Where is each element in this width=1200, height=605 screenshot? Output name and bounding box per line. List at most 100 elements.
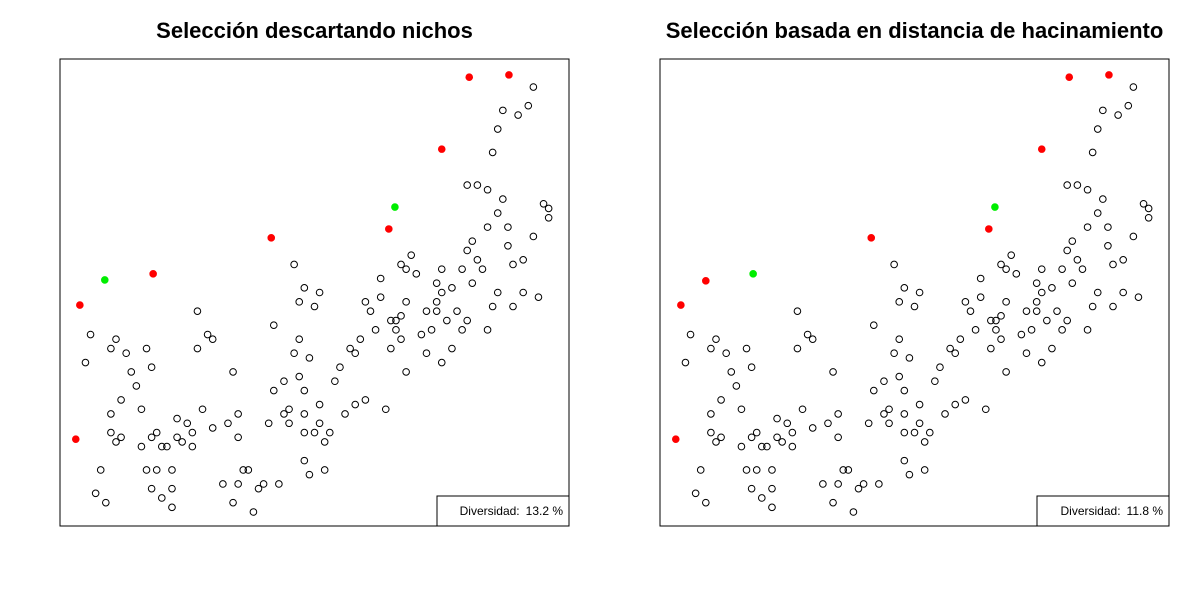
point [819, 480, 827, 488]
point [422, 307, 431, 315]
point [122, 349, 130, 358]
point [142, 466, 151, 474]
point [117, 396, 125, 404]
point [473, 256, 482, 264]
point [732, 382, 741, 390]
annotation-label: Diversidad: [460, 504, 520, 518]
point [1027, 326, 1036, 334]
point [371, 326, 380, 334]
point [376, 274, 385, 283]
point [493, 288, 502, 297]
point [234, 433, 242, 442]
point [961, 396, 970, 404]
point [112, 438, 120, 446]
selected-point [867, 234, 876, 242]
point [824, 419, 832, 428]
point [417, 330, 426, 339]
point [341, 410, 349, 418]
point [208, 424, 217, 432]
point [91, 489, 100, 498]
point [1099, 106, 1107, 115]
point [1017, 330, 1026, 339]
point [504, 242, 512, 250]
point [778, 438, 786, 446]
chart-title: Selección basada en distancia de hacinam… [666, 18, 1164, 43]
point [737, 405, 746, 414]
point [1093, 288, 1102, 297]
point [305, 354, 314, 362]
selected-point [1105, 71, 1113, 79]
point [742, 466, 751, 474]
point [219, 480, 227, 488]
point [346, 344, 354, 353]
point [147, 363, 156, 372]
point [376, 293, 385, 301]
point [264, 419, 273, 428]
point [696, 466, 705, 474]
point [798, 405, 807, 414]
point [356, 335, 365, 344]
selected-point [149, 270, 157, 278]
point [1119, 288, 1127, 297]
point [193, 307, 202, 315]
point [987, 344, 995, 353]
point [453, 307, 461, 315]
point [519, 288, 527, 297]
point [254, 484, 263, 493]
point [747, 363, 756, 372]
point [997, 335, 1005, 344]
point [931, 377, 939, 386]
point [768, 466, 776, 474]
point [320, 438, 329, 446]
panel: Selección descartando nichos 13.2 % Divers… [59, 18, 570, 527]
point [432, 298, 441, 306]
point [1073, 256, 1082, 264]
point [249, 508, 258, 516]
point [168, 466, 176, 474]
point [229, 368, 237, 376]
point [107, 428, 115, 437]
point [483, 326, 492, 334]
point [1078, 265, 1087, 273]
point [361, 396, 370, 404]
point [747, 484, 756, 493]
point [717, 433, 725, 442]
point [102, 498, 110, 507]
point [758, 494, 766, 502]
point [773, 433, 781, 442]
point [142, 344, 151, 353]
point [905, 470, 914, 479]
point [1058, 265, 1066, 273]
selected-point [991, 203, 999, 211]
selected-point [1065, 73, 1074, 82]
point [305, 470, 314, 479]
point [158, 494, 166, 502]
point [956, 335, 965, 344]
point [1109, 260, 1117, 269]
point [173, 433, 181, 442]
point [880, 410, 888, 418]
point [702, 498, 710, 507]
point [1068, 279, 1077, 287]
point [1104, 242, 1112, 250]
point [1032, 307, 1041, 315]
point [519, 256, 527, 264]
selected-point [1037, 145, 1046, 153]
point [529, 232, 538, 241]
point [366, 307, 375, 315]
point [285, 405, 293, 414]
selected-point [100, 276, 109, 284]
selected-point [391, 203, 399, 211]
point [834, 433, 842, 442]
point [483, 223, 492, 231]
point [1124, 101, 1133, 110]
point [351, 349, 360, 358]
point [1144, 213, 1153, 222]
point [1129, 232, 1138, 241]
point [915, 288, 924, 297]
point [96, 466, 105, 474]
point [844, 466, 853, 474]
point [300, 410, 309, 418]
point [132, 382, 141, 390]
